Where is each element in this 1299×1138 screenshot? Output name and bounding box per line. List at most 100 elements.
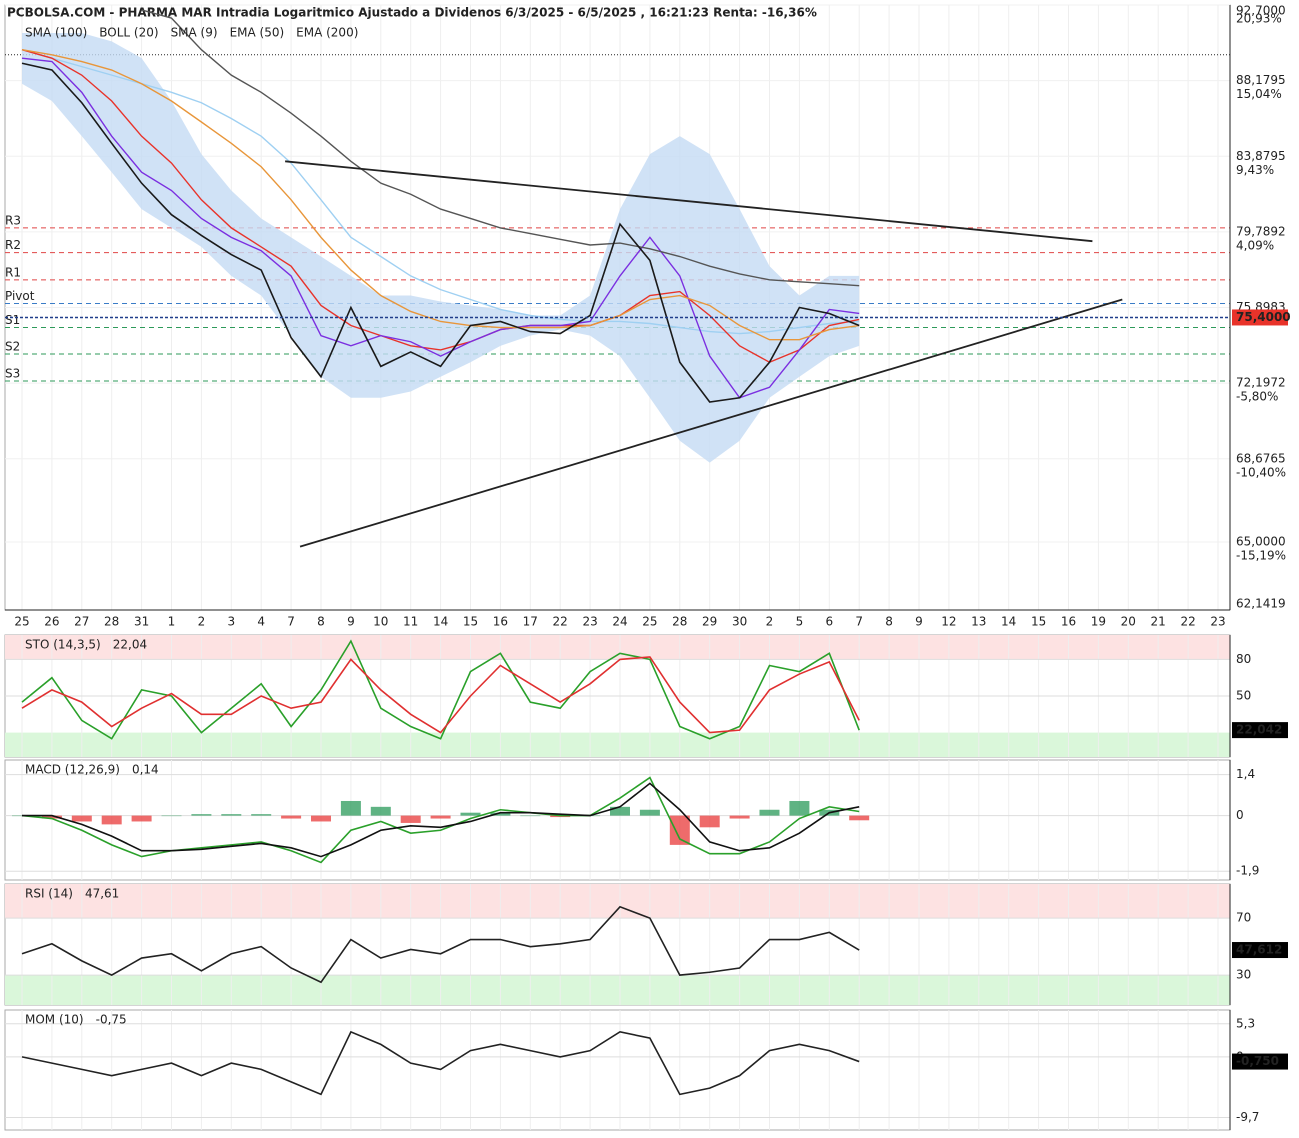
y-tick-label: 79,7892 [1236,224,1286,238]
chart-title: PCBOLSA.COM - PHARMA MAR Intradia Logari… [7,6,817,20]
x-tick-label: 15 [463,615,478,629]
indicator-line [141,9,860,287]
legend-entry: EMA (50) [230,26,285,40]
panel-title: MOM (10) [25,1013,84,1027]
last-value-label: 22,042 [1236,723,1282,737]
x-tick-label: 16 [493,615,508,629]
x-tick-label: 20 [1121,615,1136,629]
histogram-bar [131,815,152,822]
x-tick-label: 5 [796,615,804,629]
x-tick-label: 30 [732,615,747,629]
y-tick-label: 0 [1236,808,1244,822]
last-value-box [1232,942,1288,959]
last-value-label: -0,750 [1236,1054,1279,1068]
x-tick-label: 9 [915,615,923,629]
last-value-box [1232,1053,1288,1070]
x-tick-label: 8 [317,615,325,629]
y-tick-label: 68,6765 [1236,451,1286,465]
panel-title: MACD (12,26,9) [25,763,120,777]
x-tick-label: 19 [1091,615,1106,629]
histogram-bar [370,806,391,816]
y-tick-label: -9,7 [1236,1110,1259,1124]
x-tick-label: 15 [1031,615,1046,629]
legend-entry: SMA (100) [25,26,87,40]
histogram-bar [71,815,92,822]
y-tick-label: 92,7000 [1236,4,1286,18]
y-tick-label: 1,4 [1236,767,1255,781]
x-tick-label: 26 [44,615,59,629]
histogram-bar [759,809,780,816]
x-tick-label: 11 [403,615,418,629]
histogram-bar [221,814,242,816]
indicator-line [21,49,860,335]
panel-value: 47,61 [85,887,119,901]
legend-entry: BOLL (20) [99,26,158,40]
percent-label: 20,93% [1236,12,1282,26]
last-value-box [1232,722,1288,739]
percent-label: 15,04% [1236,87,1282,101]
x-tick-label: 21 [1151,615,1166,629]
last-value-box [1232,309,1288,326]
x-tick-label: 2 [198,615,206,629]
histogram-bar [101,815,122,825]
y-tick-label: 50 [1236,689,1251,703]
x-tick-label: 16 [1061,615,1076,629]
x-tick-label: 31 [134,615,149,629]
pivot-label: R2 [5,238,21,252]
y-tick-label: 72,1972 [1236,376,1286,390]
panel-title: RSI (14) [25,887,73,901]
x-tick-label: 28 [104,615,119,629]
histogram-bar [460,812,481,816]
x-tick-label: 25 [642,615,657,629]
histogram-bar [849,815,870,821]
histogram-bar [191,814,212,816]
last-value-label: 75,4000 [1236,310,1291,324]
percent-label: -15,19% [1236,548,1286,562]
indicator-line [21,49,860,364]
x-tick-label: 8 [885,615,893,629]
y-tick-label: 80 [1236,652,1251,666]
panel-value: 22,04 [113,638,147,652]
pivot-label: S3 [5,366,20,380]
x-tick-label: 3 [227,615,235,629]
x-tick-label: 23 [1210,615,1225,629]
histogram-bar [41,815,62,819]
x-tick-label: 10 [373,615,388,629]
price-line [21,905,860,984]
histogram-bar [729,815,750,819]
x-tick-label: 24 [612,615,627,629]
indicator-line [21,57,860,399]
x-tick-label: 22 [1180,615,1195,629]
histogram-bar [610,806,630,816]
trendline [285,160,1093,243]
histogram-bar [520,815,541,817]
panel-title: STO (14,3,5) [25,638,101,652]
percent-label: -5,80% [1236,390,1278,404]
histogram-bar [281,815,302,819]
y-tick-label: -1,9 [1236,864,1259,878]
legend-entry: EMA (200) [296,26,358,40]
y-tick-label: 65,0000 [1236,534,1286,548]
price-line [21,1030,860,1096]
last-value-label: 47,612 [1236,943,1282,957]
histogram-bar [639,809,660,816]
x-tick-label: 7 [855,615,863,629]
x-tick-label: 6 [825,615,833,629]
y-tick-label: 83,8795 [1236,149,1286,163]
x-tick-label: 14 [1001,615,1016,629]
indicator-line [21,49,860,341]
x-tick-label: 14 [433,615,448,629]
pivot-label: S2 [5,340,20,354]
zone [5,884,1230,919]
legend-entry: SMA (9) [171,26,218,40]
x-tick-label: 12 [941,615,956,629]
y-tick-label: 70 [1236,911,1251,925]
pivot-label: R1 [5,265,21,279]
pivot-label: Pivot [5,289,35,303]
pivot-label: R3 [5,213,21,227]
histogram-bar [699,815,720,828]
x-tick-label: 1 [168,615,176,629]
x-tick-label: 27 [74,615,89,629]
percent-label: 9,43% [1236,163,1274,177]
